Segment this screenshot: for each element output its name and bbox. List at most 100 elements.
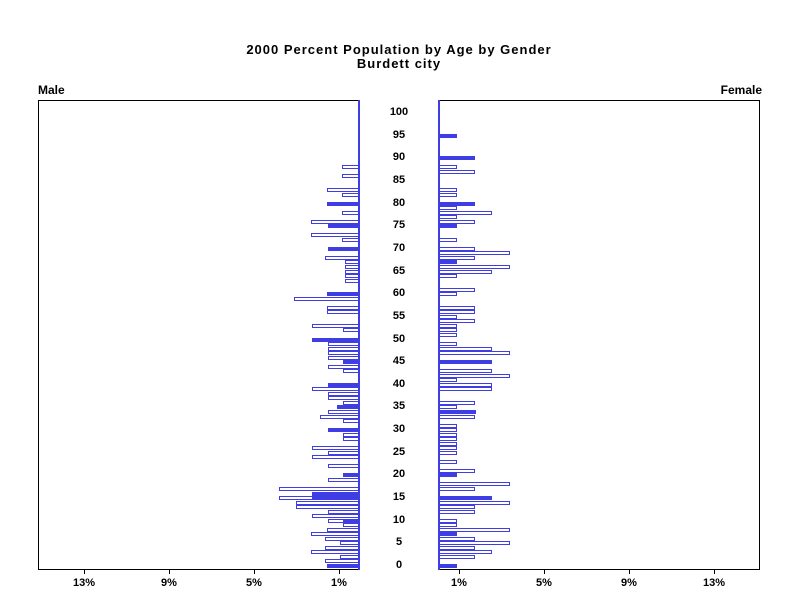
bar-male-age-11	[312, 514, 360, 518]
pct-tick-label-female-5: 5%	[536, 577, 552, 589]
bar-male-age-12	[328, 510, 360, 514]
bar-male-age-56	[327, 310, 360, 314]
bar-female-age-42	[438, 374, 510, 378]
bar-female-age-51	[438, 333, 457, 337]
bar-male-age-70-filled	[328, 247, 360, 251]
bar-female-age-72	[438, 238, 457, 242]
bar-female-age-66	[438, 265, 510, 269]
bar-male-age-76	[311, 220, 360, 224]
bar-male-age-80-filled	[327, 202, 360, 206]
bar-female-age-14	[438, 501, 510, 505]
age-tick-35: 35	[392, 400, 406, 412]
bar-male-age-17	[279, 487, 360, 491]
bar-male-age-4	[325, 546, 360, 550]
bar-female-age-21	[438, 469, 475, 473]
female-panel-label: Female	[720, 83, 762, 97]
pct-tick-female-1	[459, 570, 460, 574]
bar-female-age-26	[438, 446, 457, 450]
pct-tick-male-9	[169, 570, 170, 574]
bar-female-age-76	[438, 220, 475, 224]
male-panel-label: Male	[38, 83, 65, 97]
bar-female-age-23	[438, 460, 457, 464]
bar-female-age-20-filled	[438, 473, 457, 477]
bar-female-age-41	[438, 378, 457, 382]
bar-male-age-38	[328, 392, 360, 396]
bar-male-age-83	[327, 188, 360, 192]
bar-male-age-0-filled	[327, 564, 360, 568]
pct-tick-female-5	[544, 570, 545, 574]
bar-female-age-27	[438, 442, 457, 446]
male-panel	[38, 100, 360, 570]
bar-male-age-30-filled	[328, 428, 360, 432]
bar-male-age-47	[328, 351, 360, 355]
pct-tick-label-female-13: 13%	[702, 577, 726, 589]
female-panel	[438, 100, 760, 570]
age-tick-0: 0	[395, 559, 403, 571]
bar-male-age-8	[327, 528, 360, 532]
pct-tick-label-male-1: 1%	[331, 577, 347, 589]
bar-female-age-80-filled	[438, 202, 475, 206]
bar-female-age-10	[438, 519, 457, 523]
bar-female-age-12	[438, 510, 475, 514]
bar-female-age-0-filled	[438, 564, 457, 568]
chart-title: 2000 Percent Population by Age by Gender	[246, 42, 552, 57]
bar-female-age-18	[438, 482, 510, 486]
bar-female-age-9	[438, 523, 457, 527]
bar-female-age-48	[438, 347, 492, 351]
bar-female-age-75-filled	[438, 224, 457, 228]
bar-female-age-33	[438, 415, 475, 419]
bar-female-age-83	[438, 188, 457, 192]
bar-male-age-59	[294, 297, 360, 301]
bar-female-age-29	[438, 433, 457, 437]
bar-female-age-28	[438, 437, 457, 441]
age-tick-50: 50	[392, 333, 406, 345]
age-tick-25: 25	[392, 446, 406, 458]
bar-female-age-52	[438, 328, 457, 332]
bar-male-age-73	[311, 233, 360, 237]
age-tick-100: 100	[389, 106, 409, 118]
age-tick-95: 95	[392, 129, 406, 141]
age-tick-90: 90	[392, 151, 406, 163]
bar-female-age-39	[438, 387, 492, 391]
bar-female-age-17	[438, 487, 475, 491]
bar-female-age-49	[438, 342, 457, 346]
bar-female-age-68	[438, 256, 475, 260]
age-tick-15: 15	[392, 491, 406, 503]
female-zero-axis-line	[438, 100, 440, 570]
bar-male-age-46	[328, 356, 360, 360]
bar-female-age-30	[438, 428, 457, 432]
chart-subtitle: Burdett city	[356, 56, 442, 71]
bar-female-age-43	[438, 369, 492, 373]
bar-female-age-31	[438, 424, 457, 428]
bar-female-age-3	[438, 550, 492, 554]
age-tick-80: 80	[392, 197, 406, 209]
bar-male-age-37	[328, 396, 360, 400]
age-tick-65: 65	[392, 265, 406, 277]
bar-female-age-56	[438, 310, 475, 314]
bar-male-age-25	[328, 451, 360, 455]
male-zero-axis-line	[358, 100, 360, 570]
bar-female-age-64	[438, 274, 457, 278]
bar-female-age-55	[438, 315, 457, 319]
bar-male-age-35-filled	[337, 405, 360, 409]
bar-female-age-54	[438, 319, 475, 323]
bar-female-age-61	[438, 288, 475, 292]
bar-female-age-8	[438, 528, 510, 532]
bar-female-age-35	[438, 405, 457, 409]
age-tick-55: 55	[392, 310, 406, 322]
bar-female-age-6	[438, 537, 475, 541]
bar-male-age-19	[328, 478, 360, 482]
bar-male-age-24	[312, 455, 360, 459]
bar-male-age-7	[311, 532, 360, 536]
bar-male-age-68	[325, 256, 360, 260]
bar-female-age-36	[438, 401, 475, 405]
bar-female-age-13	[438, 505, 475, 509]
bar-female-age-65	[438, 270, 492, 274]
bar-male-age-14	[296, 501, 360, 505]
pct-tick-label-male-13: 13%	[72, 577, 96, 589]
bar-female-age-34-filled	[438, 410, 476, 414]
bar-female-age-25	[438, 451, 457, 455]
bar-male-age-6	[325, 537, 360, 541]
age-tick-20: 20	[392, 468, 406, 480]
bar-male-age-57	[327, 306, 360, 310]
